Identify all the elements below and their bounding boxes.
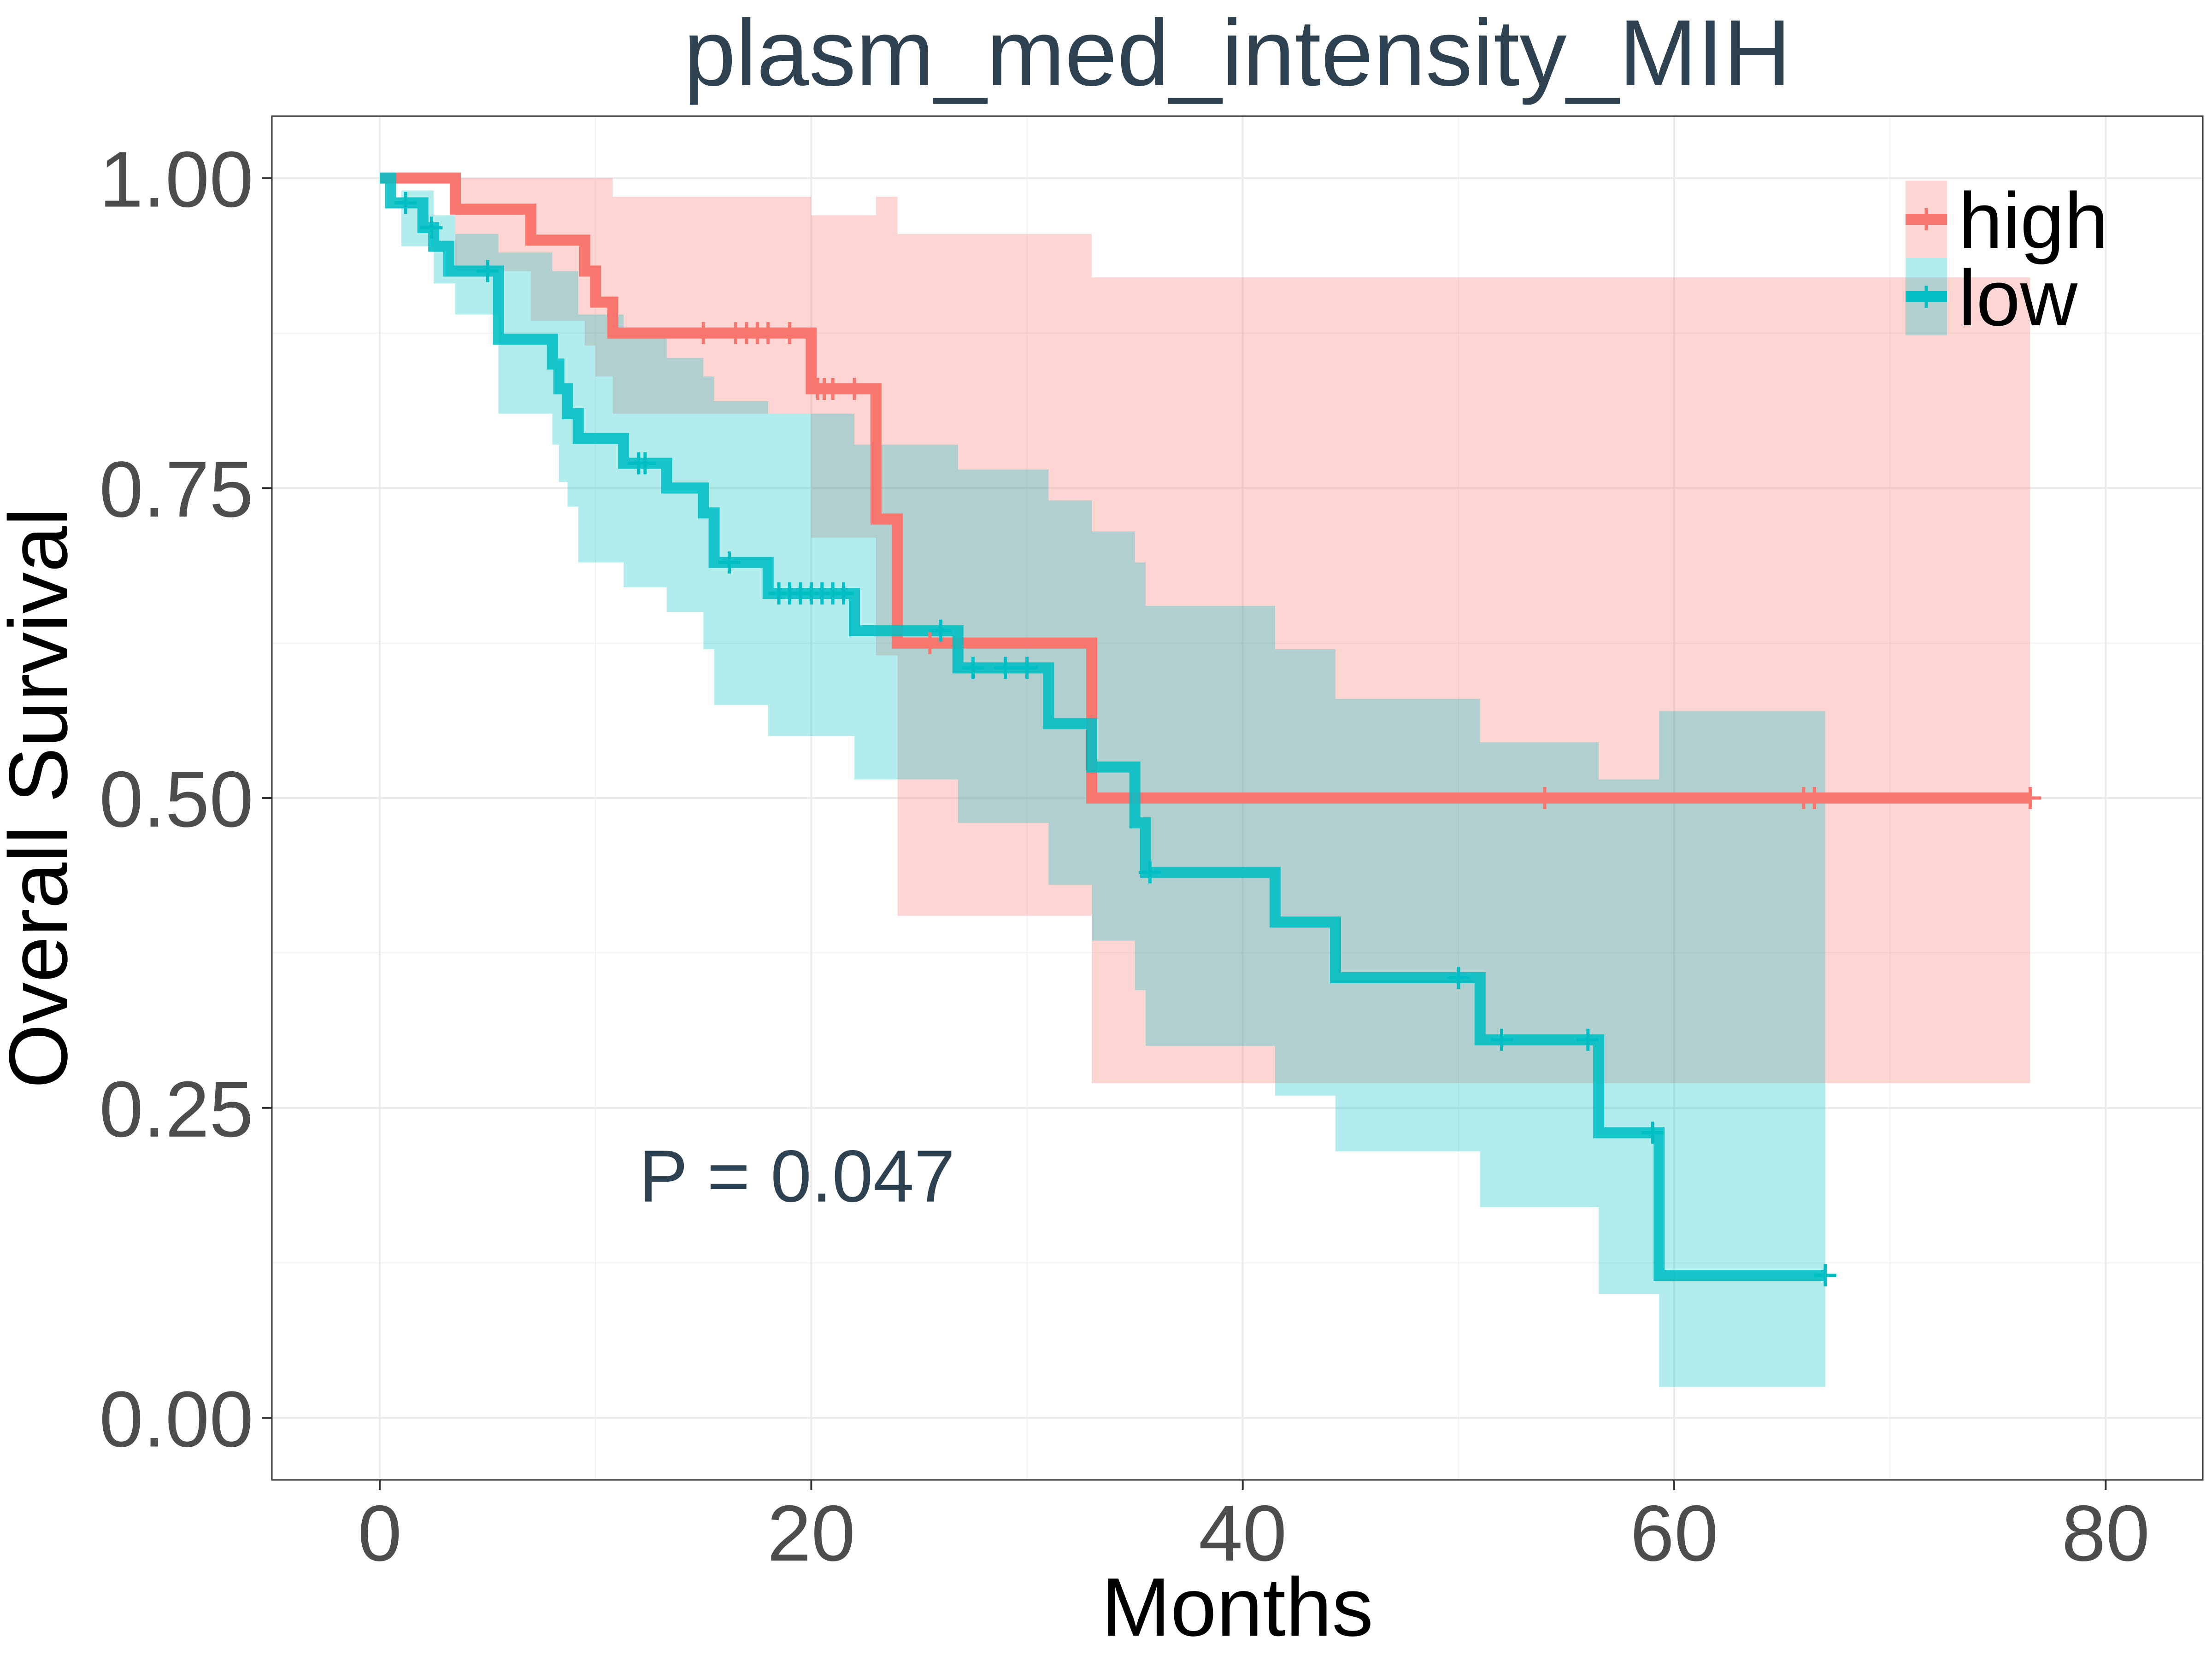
y-axis-title: Overall Survival [0,508,85,1088]
chart-title: plasm_med_intensity_MIH [683,0,1791,106]
censor-mark-high [918,632,941,654]
censor-mark-low [962,657,984,679]
confidence-band-high [380,178,2030,1083]
axes: 0 20 40 60 80 0.00 0.25 0.50 0.75 1.00 [99,135,2150,1578]
y-tick-label: 1.00 [99,135,253,224]
censor-mark-low [1641,1121,1664,1144]
legend-label-high: high [1959,176,2108,265]
y-tick-label: 0.75 [99,445,253,534]
censor-mark-low [1016,657,1038,679]
legend-item-low: low [1906,254,2078,342]
survival-curve-high [380,172,2030,804]
censor-mark-low [394,192,417,214]
censor-mark-high [2019,787,2041,809]
censor-mark-low [1139,861,1161,884]
censor-mark-high [1803,787,1826,809]
censor-mark-low [1577,1028,1599,1051]
survival-curve-low [380,172,1825,1281]
censor-marks [394,192,2041,1286]
censor-mark-high [822,378,844,400]
censor-mark-low [718,551,741,574]
censor-mark-high [843,378,866,400]
y-tick-label: 0.25 [99,1065,253,1154]
y-tick-label: 0.50 [99,755,253,844]
confidence-band-low [380,178,1825,1387]
censor-mark-high [692,322,715,344]
survival-curves [380,172,2030,1281]
p-value-annotation: P = 0.047 [639,1135,955,1217]
censor-mark-low [634,452,656,475]
x-tick-label: 40 [1199,1489,1287,1578]
censor-mark-low [477,260,499,282]
censor-mark-low [420,217,443,239]
legend-label-low: low [1959,254,2078,342]
x-tick-label: 20 [767,1489,855,1578]
censor-mark-low [994,657,1017,679]
x-axis-title: Months [1101,1561,1373,1654]
censor-mark-low [1490,1028,1513,1051]
legend-item-high: high [1906,176,2108,265]
x-tick-label: 0 [358,1489,402,1578]
censor-mark-low [832,582,855,605]
censor-mark-high [778,322,801,344]
x-tick-label: 60 [1630,1489,1718,1578]
censor-mark-low [1814,1264,1836,1286]
y-tick-label: 0.00 [99,1375,253,1463]
censor-mark-low [930,619,952,642]
x-tick-label: 80 [2062,1489,2150,1578]
confidence-bands [380,178,2030,1387]
censor-mark-high [757,322,779,344]
censor-mark-low [1447,967,1470,989]
censor-mark-high [1534,787,1556,809]
